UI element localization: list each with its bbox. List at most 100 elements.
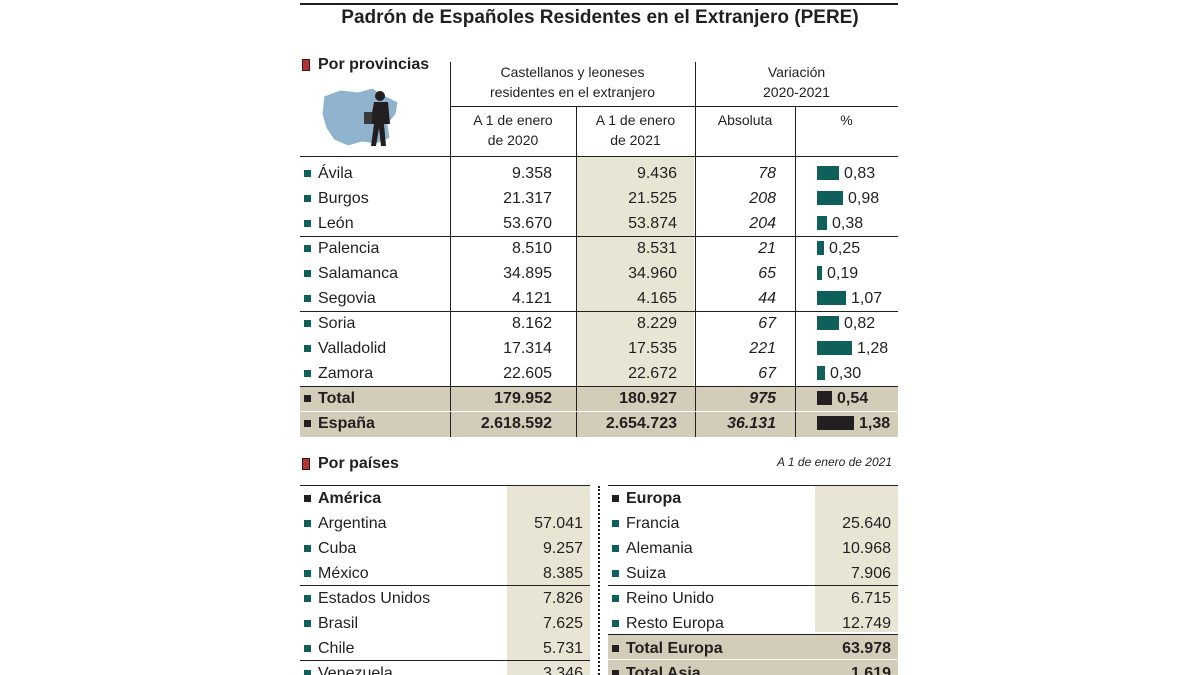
region-header: América	[300, 486, 590, 511]
table-row: España 2.618.592 2.654.723 36.131 1,38	[300, 411, 898, 436]
country-name: Reino Unido	[626, 590, 715, 607]
list-item: Reino Unido 6.715	[608, 586, 898, 611]
value-2021: 180.927	[619, 390, 677, 407]
row-bullet-icon	[304, 420, 311, 427]
value-2021: 22.672	[628, 365, 677, 382]
row-bullet-icon	[304, 495, 311, 502]
section-title-provincias-text: Por provincias	[318, 56, 430, 73]
list-item: Chile 5.731	[300, 636, 590, 661]
value-2020: 53.670	[503, 215, 552, 232]
value-2020: 8.162	[511, 315, 552, 332]
table-row: Burgos 21.317 21.525 208 0,98	[300, 186, 898, 211]
list-item: Resto Europa 12.749	[608, 611, 898, 636]
country-name: Total Europa	[626, 640, 723, 657]
total-band	[300, 387, 898, 411]
value-2020: 22.605	[503, 365, 552, 382]
value-2020: 17.314	[503, 340, 552, 357]
header-absoluta: Absoluta	[717, 112, 773, 128]
page-title: Padrón de Españoles Residentes en el Ext…	[341, 7, 859, 28]
list-item: Cuba 9.257	[300, 536, 590, 561]
value-absolute: 67	[758, 365, 776, 382]
country-name: Estados Unidos	[318, 590, 431, 607]
country-name: Cuba	[318, 540, 357, 557]
value-absolute: 208	[749, 190, 776, 207]
value-absolute: 221	[749, 340, 776, 357]
value-pct: 1,07	[851, 290, 883, 307]
value-pct: 0,25	[829, 240, 861, 257]
row-bullet-icon	[304, 545, 311, 552]
value-2020: 179.952	[494, 390, 552, 407]
pct-bar	[817, 416, 854, 430]
country-name: Resto Europa	[626, 615, 724, 632]
divider-v1	[450, 62, 451, 437]
row-bullet-icon	[304, 520, 311, 527]
row-bullet-icon	[304, 220, 311, 227]
table-row: Valladolid 17.314 17.535 221 1,28	[300, 336, 898, 361]
column-separator	[598, 486, 600, 675]
total-europa-band	[608, 635, 898, 659]
pct-bar	[817, 266, 822, 280]
country-value: 25.640	[842, 515, 891, 532]
group-rule-2	[300, 311, 898, 312]
section-title-paises-text: Por países	[318, 455, 399, 472]
header-2020-line2: de 2020	[487, 132, 539, 148]
value-2021: 9.436	[636, 165, 677, 182]
value-pct: 0,54	[837, 390, 869, 407]
row-bullet-icon	[304, 620, 311, 627]
value-absolute: 975	[749, 390, 776, 407]
country-name: Francia	[626, 515, 680, 532]
country-value: 8.385	[542, 565, 583, 582]
country-value: 7.625	[542, 615, 583, 632]
country-name: Brasil	[318, 615, 359, 632]
europa-total-rule	[608, 634, 898, 635]
infographic: Padrón de Españoles Residentes en el Ext…	[300, 0, 900, 675]
europa-group-rule	[608, 585, 898, 586]
total-top-rule	[300, 386, 898, 387]
value-pct: 0,83	[844, 165, 876, 182]
region-header: Europa	[608, 486, 898, 511]
country-value: 7.826	[542, 590, 583, 607]
header-2021-line1: A 1 de enero	[595, 112, 676, 128]
america-top-rule	[300, 485, 590, 486]
total-europa-row: Total Europa 63.978	[608, 636, 898, 661]
table-row: Segovia 4.121 4.165 44 1,07	[300, 286, 898, 311]
value-2021: 2.654.723	[605, 415, 677, 432]
value-2020: 9.358	[511, 165, 552, 182]
header-residentes: Castellanos y leoneses residentes en el …	[450, 62, 695, 102]
country-value: 3.346	[542, 665, 583, 675]
value-2021: 53.874	[628, 215, 677, 232]
row-name: Segovia	[318, 290, 376, 307]
value-2021: 8.229	[636, 315, 677, 332]
list-item: Brasil 7.625	[300, 611, 590, 636]
pct-bar	[817, 191, 843, 205]
list-item: Alemania 10.968	[608, 536, 898, 561]
value-absolute: 204	[749, 215, 776, 232]
country-value: 9.257	[542, 540, 583, 557]
header-2021-line2: de 2021	[610, 132, 661, 148]
pct-bar	[817, 366, 825, 380]
country-value: 10.968	[842, 540, 891, 557]
espana-band	[300, 412, 898, 437]
value-absolute: 65	[758, 265, 776, 282]
list-item: Argentina 57.041	[300, 511, 590, 536]
table-row: Total 179.952 180.927 975 0,54	[300, 386, 898, 411]
row-bullet-icon	[304, 245, 311, 252]
total-asia-row: Total Asia 1.619	[608, 661, 898, 675]
value-2021: 4.165	[636, 290, 677, 307]
region-label: América	[318, 490, 382, 507]
pct-bar	[817, 341, 852, 355]
country-name: Venezuela	[318, 665, 393, 675]
list-item: Venezuela 3.346	[300, 661, 590, 675]
value-2021: 8.531	[636, 240, 677, 257]
list-item: México 8.385	[300, 561, 590, 586]
header-2021: A 1 de enero de 2021	[577, 110, 694, 150]
pct-bar	[817, 166, 839, 180]
section-title-provincias: Por provincias	[302, 56, 429, 74]
header-variacion-line2: 2020-2021	[763, 84, 830, 100]
country-value: 57.041	[534, 515, 583, 532]
value-pct: 0,98	[848, 190, 880, 207]
row-bullet-icon	[612, 570, 619, 577]
country-value: 6.715	[850, 590, 891, 607]
value-pct: 1,38	[859, 415, 891, 432]
country-name: México	[318, 565, 369, 582]
